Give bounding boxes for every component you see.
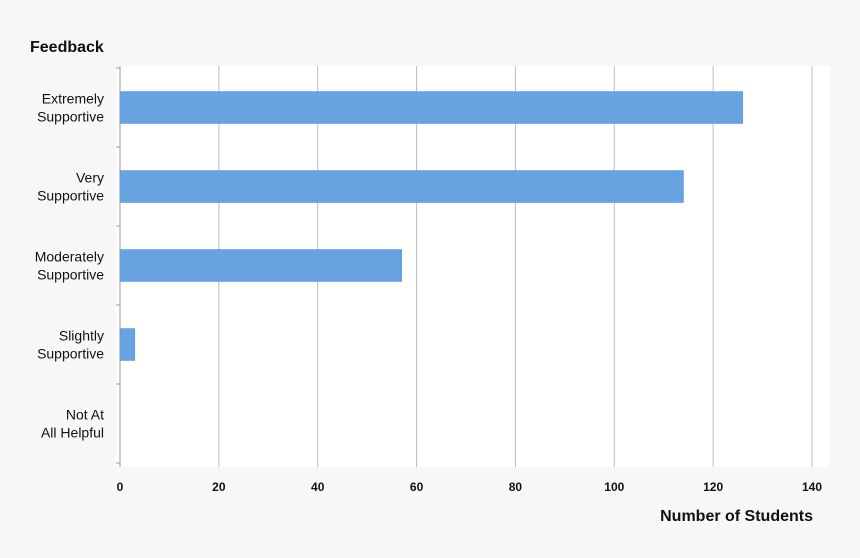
y-tick-label: Not At All Helpful [41,407,104,441]
x-tick-label: 20 [212,480,226,494]
x-tick-label: 100 [604,480,624,494]
x-tick-label: 140 [802,480,822,494]
bar [119,91,744,124]
x-tick-label: 120 [703,480,723,494]
chart-title: Feedback [30,39,104,56]
y-tick-label: Extremely Supportive [37,91,104,125]
bar [119,249,402,282]
x-axis-label: Number of Students [660,508,813,525]
y-tick-label: Slightly Supportive [37,328,104,362]
x-tick-label: 0 [117,480,124,494]
x-tick-label: 60 [410,480,424,494]
bar [119,170,684,203]
y-tick-label: Very Supportive [37,170,104,204]
bar [119,328,136,361]
y-tick-label: Moderately Supportive [35,249,104,283]
x-tick-label: 40 [311,480,325,494]
x-tick-label: 80 [509,480,523,494]
